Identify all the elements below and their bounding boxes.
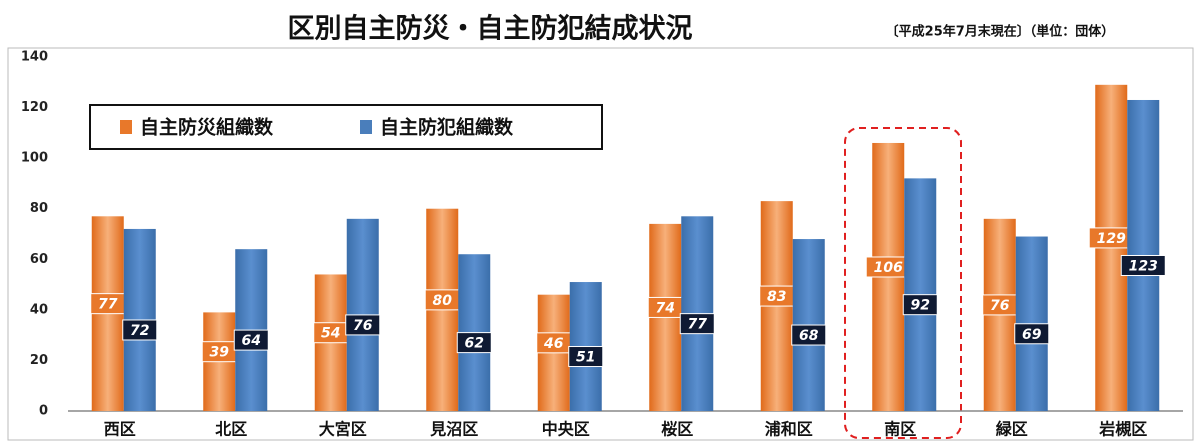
- y-tick-label: 60: [30, 252, 48, 267]
- value-label: 39: [210, 345, 230, 361]
- value-label: 74: [656, 300, 675, 316]
- y-tick-label: 120: [21, 100, 48, 115]
- value-label-box: [679, 313, 715, 335]
- frame: [7, 47, 1194, 441]
- chart-subtitle: 〔平成25年7月末現在〕（単位：団体）: [886, 24, 1115, 40]
- chart-title: 区別自主防災・自主防犯結成状況: [288, 13, 693, 45]
- value-label: 80: [433, 293, 453, 309]
- value-label-box: [233, 329, 269, 351]
- x-tick-label: 岩槻区: [1098, 420, 1147, 439]
- x-tick-label: 浦和区: [765, 420, 813, 439]
- value-label: 62: [465, 336, 484, 352]
- y-tick-label: 20: [30, 353, 48, 368]
- value-label: 83: [767, 289, 786, 305]
- value-label: 46: [543, 336, 564, 352]
- legend-label: 自主防犯組織数: [380, 116, 514, 139]
- value-label: 64: [242, 333, 261, 349]
- value-label-box: [345, 314, 381, 336]
- x-tick-label: 大宮区: [319, 420, 367, 439]
- legend-swatch: [120, 120, 132, 134]
- x-tick-label: 西区: [104, 420, 136, 439]
- y-tick-label: 0: [39, 404, 48, 419]
- value-label-box: [902, 294, 938, 316]
- value-label: 54: [321, 326, 340, 342]
- x-tick-label: 南区: [884, 420, 916, 439]
- x-tick-label: 緑区: [996, 420, 1028, 439]
- highlight-box: [844, 127, 962, 439]
- x-tick-label: 桜区: [661, 420, 693, 439]
- x-tick-label: 北区: [215, 420, 247, 439]
- value-label: 123: [1129, 258, 1158, 274]
- y-tick-label: 140: [21, 50, 48, 65]
- value-label: 92: [911, 298, 930, 314]
- value-label: 51: [576, 350, 595, 366]
- value-label: 77: [98, 297, 118, 313]
- value-label-box: [122, 319, 158, 341]
- value-label-box: [1120, 254, 1166, 276]
- x-tick-label: 見沼区: [429, 420, 478, 439]
- value-label: 77: [688, 317, 708, 333]
- value-label-box: [568, 346, 604, 368]
- value-label: 72: [130, 323, 149, 339]
- y-tick-label: 40: [30, 302, 48, 317]
- x-tick-label: 中央区: [542, 420, 590, 439]
- value-label-box: [1014, 323, 1050, 345]
- legend-label: 自主防災組織数: [140, 116, 274, 139]
- value-label: 69: [1022, 327, 1042, 343]
- value-label: 76: [990, 298, 1010, 314]
- value-label: 129: [1097, 231, 1126, 247]
- legend-box: [89, 104, 603, 150]
- value-label: 68: [799, 328, 819, 344]
- y-tick-label: 80: [30, 201, 48, 216]
- y-tick-label: 100: [21, 151, 48, 166]
- value-label-box: [791, 324, 827, 346]
- value-label: 106: [874, 260, 903, 276]
- value-label: 76: [353, 318, 373, 334]
- legend-swatch: [360, 120, 372, 134]
- value-label-box: [456, 332, 492, 354]
